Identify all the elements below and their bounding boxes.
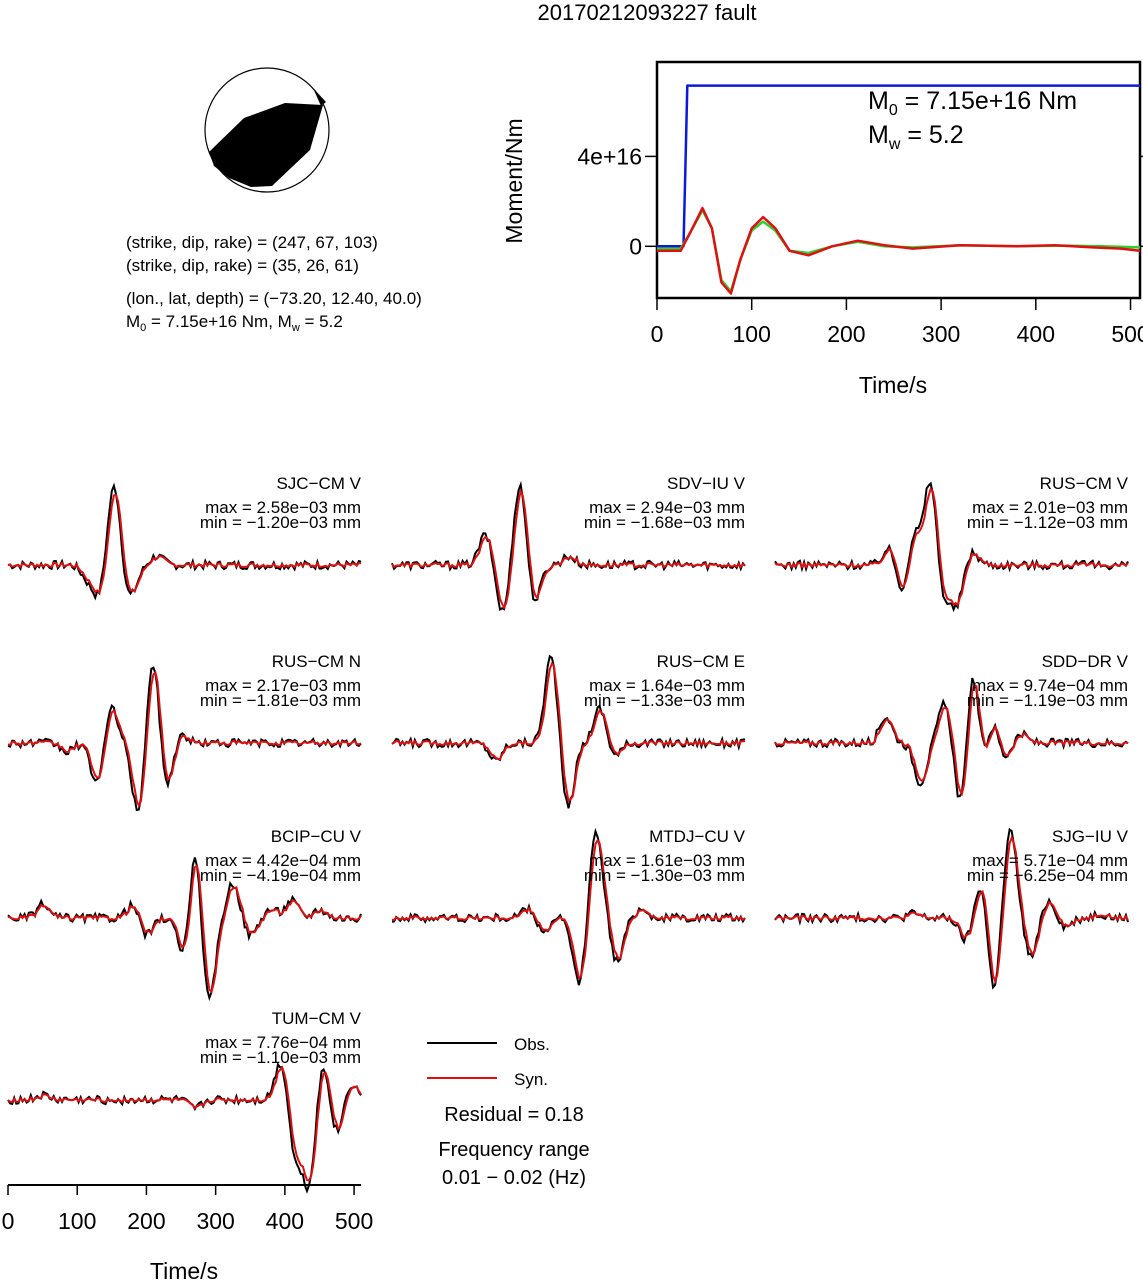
station-max: max = 2.01e−03 mm	[972, 498, 1128, 517]
waveform-x-tick-label: 200	[127, 1208, 165, 1234]
moment-x-tick-label: 200	[827, 321, 865, 347]
moment-x-axis-label: Time/s	[859, 372, 927, 398]
station-min: min = −1.19e−03 mm	[967, 691, 1128, 710]
mechanism-line-1: (strike, dip, rake) = (247, 67, 103)	[126, 233, 378, 252]
waveform-x-tick-label: 100	[58, 1208, 96, 1234]
station-name: RUS−CM E	[657, 652, 745, 671]
observed-trace	[7, 1061, 362, 1194]
moment-m0-label: M0 = 7.15e+16 Nm	[868, 87, 1077, 119]
synthetic-trace	[7, 864, 362, 994]
station-name: MTDJ−CU V	[649, 827, 746, 846]
station-min: min = −1.68e−03 mm	[584, 513, 745, 532]
mechanism-line-2: (strike, dip, rake) = (35, 26, 61)	[126, 256, 359, 275]
station-max: max = 5.71e−04 mm	[972, 851, 1128, 870]
station-name: SJC−CM V	[276, 474, 361, 493]
synthetic-trace	[7, 670, 362, 808]
waveform-x-tick-label: 0	[2, 1208, 15, 1234]
station-name: SJG−IU V	[1052, 827, 1129, 846]
station-name: BCIP−CU V	[271, 827, 362, 846]
synthetic-trace	[391, 838, 746, 980]
moment-x-tick-label: 0	[651, 321, 664, 347]
residual-label: Residual = 0.18	[444, 1104, 584, 1126]
moment-mw-label: Mw = 5.2	[868, 121, 964, 153]
waveform-x-axis-label: Time/s	[150, 1258, 218, 1281]
station-max: max = 7.76e−04 mm	[205, 1033, 361, 1052]
station-min: min = −1.30e−03 mm	[584, 866, 745, 885]
figure-title: 20170212093227 fault	[538, 0, 757, 25]
legend-obs-label: Obs.	[514, 1035, 550, 1054]
moment-y-tick-label: 0	[629, 233, 642, 259]
station-name: SDV−IU V	[667, 474, 746, 493]
station-name: RUS−CM N	[272, 652, 361, 671]
location-line: (lon., lat, depth) = (−73.20, 12.40, 40.…	[126, 289, 422, 308]
station-min: min = −1.12e−03 mm	[967, 513, 1128, 532]
synthetic-trace	[391, 661, 746, 804]
waveform-x-tick-label: 400	[266, 1208, 304, 1234]
moment-x-tick-label: 300	[922, 321, 960, 347]
moment-x-tick-label: 400	[1017, 321, 1055, 347]
synthetic-trace	[774, 486, 1129, 607]
station-min: min = −4.19e−04 mm	[200, 866, 361, 885]
moment-x-tick-label: 500	[1111, 321, 1143, 347]
moment-rate-obs-curve	[657, 209, 1141, 293]
station-max: max = 2.17e−03 mm	[205, 676, 361, 695]
synthetic-trace	[7, 1065, 362, 1182]
station-min: min = −1.33e−03 mm	[584, 691, 745, 710]
waveform-x-axis: 0 100 200 300 400 500	[2, 1184, 373, 1234]
station-max: max = 9.74e−04 mm	[972, 676, 1128, 695]
moment-series-group	[657, 84, 1141, 295]
frequency-range-value: 0.01 − 0.02 (Hz)	[442, 1167, 586, 1189]
moment-curve	[657, 84, 1140, 248]
frequency-range-title: Frequency range	[438, 1139, 589, 1161]
station-min: min = −6.25e−04 mm	[967, 866, 1128, 885]
station-min: min = −1.20e−03 mm	[200, 513, 361, 532]
legend: Obs. Syn.	[427, 1035, 550, 1089]
moment-rate-syn-curve	[657, 206, 1141, 295]
station-max: max = 4.42e−04 mm	[205, 851, 361, 870]
moment-y-axis-label: Moment/Nm	[501, 118, 527, 243]
waveform-x-tick-label: 300	[196, 1208, 234, 1234]
station-name: SDD−DR V	[1042, 652, 1129, 671]
moment-x-tick-label: 100	[733, 321, 771, 347]
beachball	[204, 67, 330, 193]
synthetic-trace	[391, 487, 746, 610]
magnitude-line: M0 = 7.15e+16 Nm, Mw = 5.2	[126, 312, 343, 334]
moment-y-tick-label: 4e+16	[577, 143, 642, 169]
legend-syn-label: Syn.	[514, 1070, 548, 1089]
moment-axes: 0 100 200 300 400 500 0 4e+16	[577, 143, 1143, 347]
station-min: min = −1.10e−03 mm	[200, 1048, 361, 1067]
synthetic-trace	[774, 684, 1129, 797]
station-max: max = 1.64e−03 mm	[589, 676, 745, 695]
moment-plot-frame	[655, 60, 1142, 300]
station-name: TUM−CM V	[272, 1009, 362, 1028]
beachball-compression-cap	[313, 88, 326, 106]
waveform-x-tick-label: 500	[335, 1208, 373, 1234]
station-min: min = −1.81e−03 mm	[200, 691, 361, 710]
synthetic-trace	[774, 834, 1129, 984]
synthetic-trace	[7, 493, 362, 595]
beachball-compression	[209, 103, 323, 187]
station-max: max = 1.61e−03 mm	[589, 851, 745, 870]
moment-panel: 010020030040050004e+16 M0 = 7.15e+16 Nm …	[501, 60, 1143, 398]
station-max: max = 2.58e−03 mm	[205, 498, 361, 517]
station-max: max = 2.94e−03 mm	[589, 498, 745, 517]
station-name: RUS−CM V	[1040, 474, 1129, 493]
